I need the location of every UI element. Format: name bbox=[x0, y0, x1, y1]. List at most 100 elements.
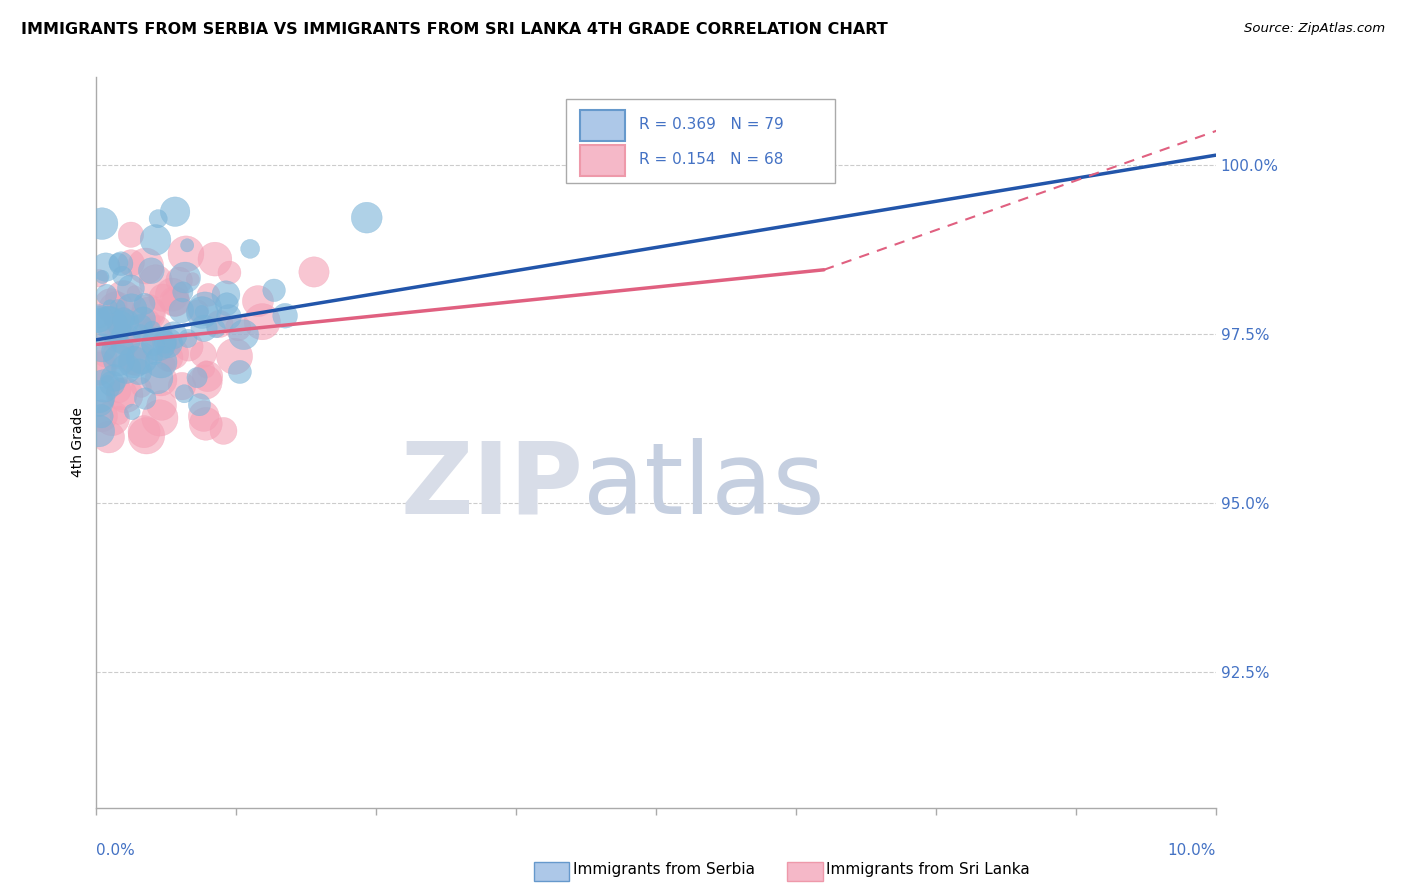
Point bbox=[112, 323, 135, 337]
Point bbox=[138, 307, 160, 321]
Point bbox=[129, 338, 152, 352]
Point bbox=[91, 217, 114, 231]
Point bbox=[191, 305, 214, 319]
Point bbox=[98, 300, 121, 314]
Point bbox=[124, 286, 146, 301]
Point bbox=[132, 425, 155, 439]
Text: IMMIGRANTS FROM SERBIA VS IMMIGRANTS FROM SRI LANKA 4TH GRADE CORRELATION CHART: IMMIGRANTS FROM SERBIA VS IMMIGRANTS FRO… bbox=[21, 22, 887, 37]
Point bbox=[112, 324, 135, 338]
Point bbox=[107, 300, 129, 314]
Point bbox=[252, 315, 274, 329]
Point bbox=[91, 341, 114, 355]
Text: R = 0.154   N = 68: R = 0.154 N = 68 bbox=[640, 153, 783, 168]
Point bbox=[110, 326, 132, 341]
Text: Source: ZipAtlas.com: Source: ZipAtlas.com bbox=[1244, 22, 1385, 36]
Point bbox=[150, 355, 173, 369]
Point bbox=[136, 318, 159, 332]
Point bbox=[138, 304, 160, 318]
Point bbox=[111, 269, 134, 284]
Point bbox=[89, 310, 111, 325]
Point bbox=[177, 331, 200, 345]
Point bbox=[122, 353, 145, 368]
Point bbox=[215, 297, 238, 311]
Point bbox=[146, 371, 169, 385]
Point bbox=[101, 411, 124, 425]
Point bbox=[177, 340, 200, 354]
Point bbox=[274, 309, 297, 323]
Point bbox=[194, 417, 217, 431]
Point bbox=[193, 409, 215, 423]
Point bbox=[195, 362, 218, 376]
Point bbox=[163, 294, 186, 309]
Point bbox=[145, 324, 167, 338]
Point bbox=[112, 311, 135, 326]
Point bbox=[167, 273, 190, 287]
Point bbox=[246, 294, 269, 309]
Point bbox=[226, 321, 249, 335]
Point bbox=[205, 321, 228, 335]
Point bbox=[87, 361, 110, 376]
Point bbox=[135, 259, 157, 273]
Point bbox=[105, 302, 128, 317]
Point bbox=[263, 283, 285, 297]
Point bbox=[87, 311, 110, 326]
Point bbox=[162, 346, 184, 360]
Point bbox=[131, 380, 153, 394]
Text: R = 0.369   N = 79: R = 0.369 N = 79 bbox=[640, 118, 785, 132]
Point bbox=[204, 252, 226, 267]
Y-axis label: 4th Grade: 4th Grade bbox=[72, 408, 86, 477]
Point bbox=[121, 405, 143, 419]
Point bbox=[100, 298, 122, 312]
Point bbox=[165, 204, 187, 219]
Point bbox=[152, 291, 174, 305]
Point bbox=[114, 333, 136, 347]
Point bbox=[170, 379, 193, 393]
Point bbox=[156, 336, 179, 351]
Point bbox=[107, 384, 129, 398]
Point bbox=[108, 317, 131, 331]
Point bbox=[143, 350, 166, 364]
Point bbox=[134, 392, 156, 406]
Point bbox=[108, 409, 131, 423]
Point bbox=[87, 394, 110, 409]
Point bbox=[131, 351, 153, 366]
Text: 10.0%: 10.0% bbox=[1167, 843, 1216, 858]
Point bbox=[229, 365, 252, 379]
FancyBboxPatch shape bbox=[579, 145, 624, 176]
Point bbox=[193, 321, 215, 335]
Point bbox=[172, 285, 194, 299]
Point bbox=[115, 361, 138, 376]
Point bbox=[98, 315, 121, 329]
Point bbox=[165, 295, 187, 310]
Point bbox=[232, 327, 254, 342]
Point bbox=[194, 375, 217, 389]
Text: 0.0%: 0.0% bbox=[97, 843, 135, 858]
Point bbox=[129, 326, 152, 340]
Text: Immigrants from Sri Lanka: Immigrants from Sri Lanka bbox=[787, 863, 1031, 877]
Point bbox=[110, 387, 132, 401]
Point bbox=[107, 256, 129, 270]
Point bbox=[107, 347, 129, 361]
Point bbox=[224, 349, 246, 363]
Point bbox=[218, 266, 240, 280]
Text: atlas: atlas bbox=[583, 438, 825, 535]
Point bbox=[101, 376, 124, 391]
Point bbox=[157, 351, 180, 365]
Point bbox=[155, 335, 177, 350]
Point bbox=[87, 424, 110, 438]
Point bbox=[194, 301, 217, 316]
Point bbox=[94, 260, 117, 274]
Point bbox=[174, 270, 197, 285]
Point bbox=[142, 337, 165, 351]
Point bbox=[132, 312, 155, 326]
Point bbox=[90, 409, 112, 423]
Point bbox=[107, 343, 129, 358]
Point bbox=[134, 297, 156, 311]
Point bbox=[186, 370, 208, 384]
Point bbox=[150, 399, 173, 413]
Point bbox=[176, 238, 198, 252]
Point bbox=[212, 424, 235, 438]
FancyBboxPatch shape bbox=[567, 99, 835, 184]
Point bbox=[208, 317, 231, 331]
Point bbox=[96, 315, 118, 329]
